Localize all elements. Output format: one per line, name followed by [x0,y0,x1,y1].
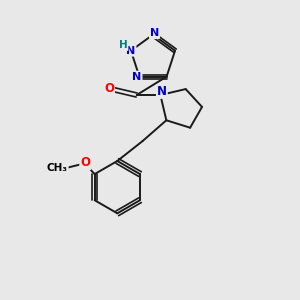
Text: N: N [150,28,159,38]
Text: O: O [104,82,114,95]
Text: N: N [132,72,142,82]
Text: CH₃: CH₃ [47,163,68,173]
Text: N: N [157,85,167,98]
Text: N: N [126,46,136,56]
Text: H: H [119,40,128,50]
Text: O: O [80,156,90,169]
